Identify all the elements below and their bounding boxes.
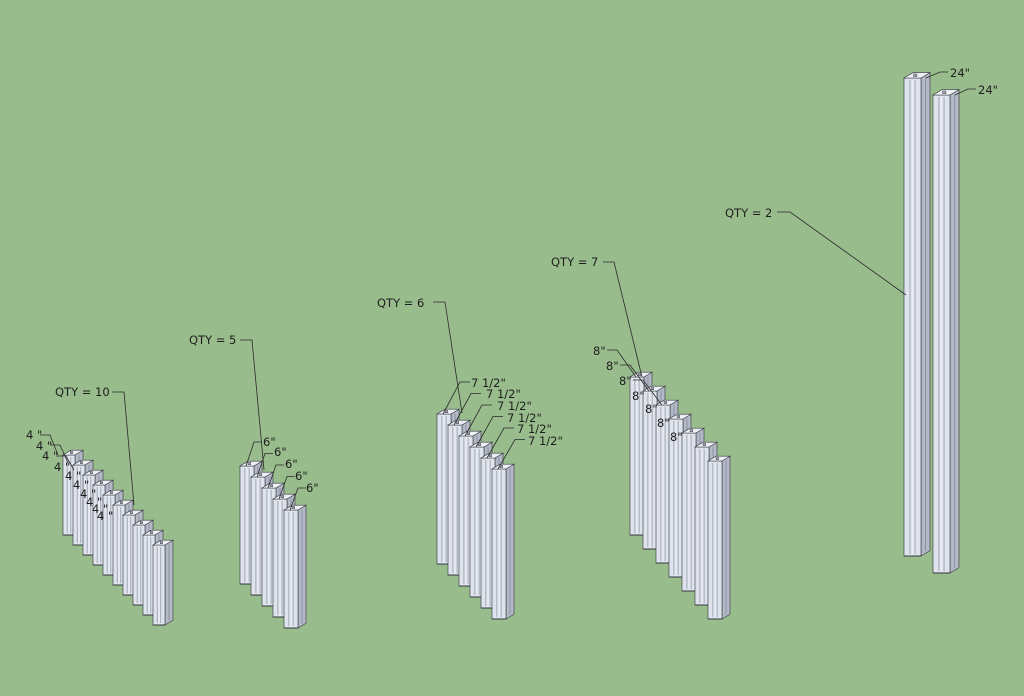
extrusion-bar: [151, 539, 175, 626]
length-label-g4-3: 8": [619, 374, 632, 388]
length-leader-g3-1: [442, 381, 470, 415]
length-label-g1-10: 4 ": [97, 509, 113, 523]
length-label-g4-7: 8": [670, 430, 683, 444]
bar-group-3: [435, 408, 516, 620]
length-label-g1-5: 4 ": [65, 469, 81, 483]
extrusion-bar: [706, 455, 732, 620]
extrusion-bars: [61, 72, 961, 629]
length-label-g2-2: 6": [274, 445, 287, 459]
qty-label-group-2: QTY = 5: [189, 333, 236, 347]
length-label-g1-9: 4 ": [92, 502, 108, 516]
length-label-g2-3: 6": [285, 457, 298, 471]
extrusion-bar: [282, 504, 308, 629]
length-label-g1-6: 4 ": [73, 478, 89, 492]
length-leader-g4-3: [633, 379, 663, 406]
length-leader-g5-2: [954, 88, 976, 96]
length-label-g1-4: 4 ": [54, 460, 70, 474]
qty-leader-2: [240, 339, 265, 471]
length-leader-g2-5: [289, 487, 306, 511]
length-leader-g5-1: [925, 71, 948, 79]
length-label-g1-1: 4 ": [26, 428, 42, 442]
length-leader-g2-4: [278, 476, 295, 500]
qty-leader-1: [112, 391, 135, 506]
length-label-g3-1: 7 1/2": [471, 376, 506, 390]
length-label-g2-1: 6": [263, 435, 276, 449]
length-label-g1-8: 4 ": [86, 495, 102, 509]
length-label-g3-3: 7 1/2": [497, 399, 532, 413]
length-leader-g1-2: [50, 444, 69, 464]
length-leader-g3-5: [486, 427, 514, 459]
length-label-g3-4: 7 1/2": [507, 411, 542, 425]
length-label-g4-5: 8": [645, 402, 658, 416]
length-leader-g3-3: [464, 404, 492, 437]
length-label-g4-4: 8": [632, 389, 645, 403]
length-leader-g2-3: [267, 464, 284, 489]
length-label-g5-1: 24": [950, 66, 970, 80]
length-label-g3-2: 7 1/2": [486, 387, 521, 401]
qty-label-group-5: QTY = 2: [725, 206, 772, 220]
length-leader-g4-1: [607, 349, 637, 378]
length-label-g1-2: 4 ": [36, 439, 52, 453]
bar-group-5: [902, 72, 961, 574]
labels: QTY = 10 4 " 4 " 4 " 4 " 4 " 4 " 4 " 4 "…: [26, 66, 998, 523]
leader-lines: [40, 71, 976, 511]
qty-label-group-3: QTY = 6: [377, 296, 424, 310]
length-leader-g3-2: [453, 393, 481, 426]
qty-label-group-1: QTY = 10: [55, 385, 110, 399]
length-label-g4-2: 8": [606, 359, 619, 373]
length-label-g3-6: 7 1/2": [528, 434, 563, 448]
length-label-g4-6: 8": [657, 416, 670, 430]
length-label-g4-1: 8": [593, 344, 606, 358]
length-label-g3-5: 7 1/2": [517, 422, 552, 436]
length-label-g5-2: 24": [978, 83, 998, 97]
qty-label-group-4: QTY = 7: [551, 255, 598, 269]
length-leader-g1-3: [56, 455, 75, 471]
length-label-g2-5: 6": [306, 481, 319, 495]
length-label-g1-7: 4 ": [80, 487, 96, 501]
bar-group-1: [61, 449, 175, 626]
length-leader-g2-2: [256, 453, 273, 478]
length-label-g2-4: 6": [295, 469, 308, 483]
bar-group-4: [628, 371, 732, 620]
extrusion-bar: [902, 72, 932, 557]
qty-leader-5: [777, 211, 907, 296]
length-leader-g3-6: [497, 439, 525, 470]
qty-leader-4: [603, 261, 643, 378]
length-leader-g3-4: [475, 416, 503, 448]
length-label-g1-3: 4 ": [42, 449, 58, 463]
length-leader-g4-2: [620, 364, 650, 392]
bar-group-2: [238, 460, 308, 629]
qty-leader-3: [433, 301, 463, 414]
extrusion-bar: [931, 89, 961, 574]
extrusion-bar: [490, 463, 516, 620]
length-leader-g2-1: [245, 441, 262, 467]
length-leader-g1-1: [40, 434, 59, 456]
